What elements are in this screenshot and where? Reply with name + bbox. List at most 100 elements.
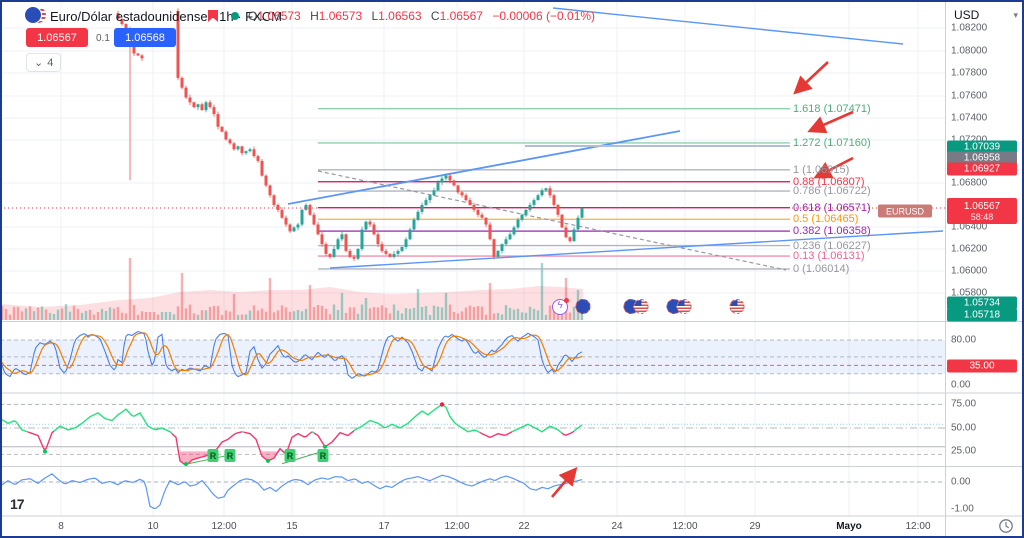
candle-body <box>496 250 500 257</box>
timezone-clock-icon[interactable] <box>998 518 1014 534</box>
candle-body <box>448 175 452 181</box>
volume-bar <box>52 313 56 320</box>
volume-bar <box>336 309 340 320</box>
volume-bar <box>200 310 204 320</box>
flag-bookmark-icon[interactable] <box>208 10 218 22</box>
economic-event-us-icon[interactable] <box>729 299 745 314</box>
volume-bar <box>136 314 140 320</box>
fib-level-label-0.618[interactable]: 0.618 (1.06571) <box>793 201 871 214</box>
volume-bar <box>248 310 252 320</box>
price-tick-label: 1.07600 <box>951 90 988 102</box>
candle-body <box>428 195 432 201</box>
time-tick-label[interactable]: 12:00 <box>905 521 931 532</box>
fib-level-label-0.88[interactable]: 0.88 (1.06807) <box>793 175 865 188</box>
candle-body <box>492 239 496 257</box>
volume-bar <box>304 308 308 320</box>
volume-bar <box>432 305 436 320</box>
fib-level-label-0.13[interactable]: 0.13 (1.06131) <box>793 250 865 263</box>
reversal-signal-badge[interactable]: R <box>317 449 329 462</box>
candle-body <box>360 229 364 249</box>
candle-body <box>356 248 360 259</box>
tradingview-logo[interactable]: 17 <box>10 496 25 512</box>
volume-bar <box>316 305 320 320</box>
time-tick-label[interactable]: 10 <box>147 521 159 532</box>
fib-level-label-1[interactable]: 1 (1.06915) <box>793 163 850 176</box>
market-status-dot[interactable] <box>231 12 239 20</box>
candle-body <box>552 195 556 205</box>
time-tick-label[interactable]: 12:00 <box>444 521 470 532</box>
price-axis-badge: 1.05718 <box>947 308 1017 322</box>
reversal-signal-badge[interactable]: R <box>224 449 236 462</box>
sell-price-button[interactable]: 1.06567 <box>26 28 88 47</box>
volume-bar <box>320 305 324 320</box>
currency-axis-selector[interactable]: USD ▾ <box>948 5 1024 25</box>
candle-body <box>256 156 260 161</box>
indicators-collapse-button[interactable]: ⌄ 4 <box>26 53 62 72</box>
trendline <box>287 130 681 205</box>
time-tick-label[interactable]: 15 <box>286 521 298 532</box>
volume-bar <box>400 313 404 320</box>
eur-flag-icon <box>24 6 42 24</box>
time-tick-label[interactable]: 17 <box>378 521 390 532</box>
volume-bar <box>88 309 92 320</box>
candle-body <box>436 182 440 191</box>
volume-bar <box>196 314 200 320</box>
volume-bar <box>480 306 484 320</box>
reversal-signal-badge[interactable]: R <box>207 449 219 462</box>
volume-bar <box>96 312 100 320</box>
candle-body <box>320 234 324 245</box>
fib-level-label-0.5[interactable]: 0.5 (1.06465) <box>793 213 859 226</box>
candle-body <box>228 139 232 144</box>
time-tick-label[interactable]: 12:00 <box>672 521 698 532</box>
candle-body <box>336 239 340 249</box>
time-tick-label[interactable]: 29 <box>749 521 761 532</box>
volume-bar <box>64 304 68 320</box>
economic-event-eu-us-icon[interactable] <box>666 299 692 314</box>
price-tick-label: 1.08000 <box>951 45 988 57</box>
time-tick-label[interactable]: 12:00 <box>211 521 237 532</box>
buy-price-button[interactable]: 1.06568 <box>114 28 176 47</box>
economic-event-eu-icon[interactable] <box>575 299 591 314</box>
volume-bar <box>312 307 316 320</box>
trendline <box>329 230 944 269</box>
volume-bar <box>328 314 332 320</box>
volume-bar <box>0 306 4 320</box>
fib-level-label-1.618[interactable]: 1.618 (1.07471) <box>793 102 871 115</box>
fib-level-label-0.786[interactable]: 0.786 (1.06722) <box>793 185 871 198</box>
ohlc-readout: O1.06573 H1.06573 L1.06563 C1.06567 −0.0… <box>242 9 595 23</box>
volume-bar <box>276 310 280 320</box>
volume-bar <box>460 311 464 320</box>
chevron-down-icon: ⌄ <box>34 57 44 69</box>
price-tick-label: 1.06200 <box>951 243 988 255</box>
candle-body <box>524 209 528 215</box>
economic-event-lightning-icon[interactable]: ϟ <box>552 298 569 315</box>
symbol-title[interactable]: Euro/Dólar estadounidense · 1h · FXCM <box>50 9 282 24</box>
time-tick-label[interactable]: Mayo <box>836 521 862 532</box>
volume-bar <box>452 312 456 320</box>
economic-event-eu-us-icon[interactable] <box>623 299 649 314</box>
volume-bar <box>428 314 432 320</box>
fib-level-label-0[interactable]: 0 (1.06014) <box>793 262 850 275</box>
time-tick-label[interactable]: 24 <box>611 521 623 532</box>
volume-bar <box>292 311 296 320</box>
candle-body <box>292 227 296 232</box>
time-tick-label[interactable]: 22 <box>518 521 530 532</box>
volume-bar <box>256 310 260 320</box>
price-axis-badge: 1.07039 <box>947 140 1017 154</box>
wavetrend-line <box>27 430 55 451</box>
candle-body <box>444 175 448 179</box>
candle-body <box>432 190 436 196</box>
time-tick-label[interactable]: 8 <box>58 521 64 532</box>
fib-level-label-1.272[interactable]: 1.272 (1.07160) <box>793 136 871 149</box>
stoch-k-line <box>0 330 583 379</box>
candle-body <box>296 224 300 228</box>
volume-bar <box>124 313 128 320</box>
volume-bar <box>284 307 288 320</box>
reversal-signal-badge[interactable]: R <box>284 449 296 462</box>
candle-body <box>408 229 412 240</box>
price-tick-label: 1.08200 <box>951 22 988 34</box>
fib-level-label-0.236[interactable]: 0.236 (1.06227) <box>793 239 871 252</box>
fib-level-label-0.382[interactable]: 0.382 (1.06358) <box>793 225 871 238</box>
annotation-arrow <box>551 467 578 498</box>
